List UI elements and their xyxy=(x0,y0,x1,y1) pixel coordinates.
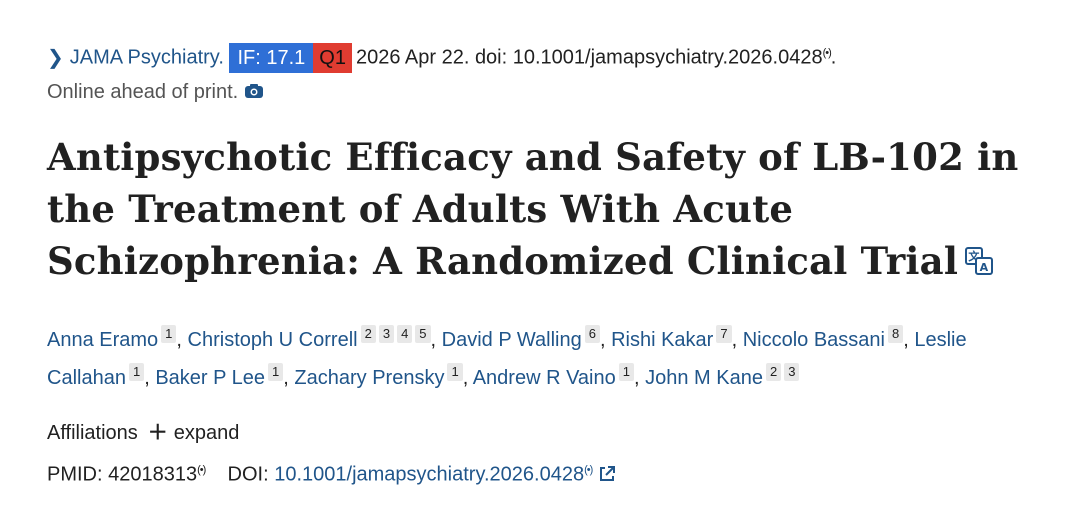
affiliation-number[interactable]: 8 xyxy=(888,324,904,343)
affiliation-number[interactable]: 3 xyxy=(378,324,395,343)
citation-line: ❯ JAMA Psychiatry. IF: 17.1 Q1 2026 Apr 22.… xyxy=(47,36,1033,109)
chevron-right-icon[interactable]: ❯ xyxy=(47,46,64,69)
expand-button[interactable]: expand xyxy=(173,421,240,444)
radio-icon: (•) xyxy=(197,463,206,476)
author-item: Niccolo Bassani 8 xyxy=(742,324,904,351)
svg-text:A: A xyxy=(980,261,989,274)
radio-icon: (•) xyxy=(584,463,593,476)
radio-icon: (•) xyxy=(822,47,832,59)
author-link[interactable]: David P Walling xyxy=(441,328,582,351)
affiliation-number[interactable]: 4 xyxy=(397,324,413,343)
author-item: Christoph U Correll 2 3 4 5 xyxy=(187,324,431,351)
affiliation-number[interactable]: 5 xyxy=(415,324,431,343)
impact-factor-badge: IF: 17.1 xyxy=(229,42,314,73)
affiliation-number[interactable]: 1 xyxy=(447,362,463,381)
affiliation-number[interactable]: 3 xyxy=(784,362,800,381)
journal-link[interactable]: JAMA Psychiatry. xyxy=(69,46,224,69)
author-item: John M Kane 2 3 xyxy=(645,362,800,389)
author-item: Leslie Callahan 1 xyxy=(47,329,967,389)
citation-date-doi: 2026 Apr 22. doi: 10.1001/jamapsychiatry… xyxy=(355,46,823,69)
author-item: Andrew R Vaino 1 xyxy=(472,362,634,389)
affiliation-number[interactable]: 2 xyxy=(765,362,782,381)
author-link[interactable]: Zachary Prensky xyxy=(294,366,445,389)
author-separator: , xyxy=(599,328,612,351)
author-link[interactable]: Baker P Lee xyxy=(155,366,266,389)
author-separator: , xyxy=(731,328,743,351)
affiliation-number[interactable]: 6 xyxy=(584,324,600,343)
author-list: Anna Eramo 1, Christoph U Correll 2 3 4 5, Da… xyxy=(47,321,1033,397)
author-link[interactable]: Anna Eramo xyxy=(47,328,159,351)
affiliation-number[interactable]: 1 xyxy=(128,362,145,381)
doi-label: DOI: xyxy=(227,463,269,486)
author-separator: , xyxy=(903,328,915,351)
author-item: David P Walling 6 xyxy=(441,324,600,351)
author-separator: , xyxy=(283,366,295,389)
article-title-text: Antipsychotic Efficacy and Safety of LB-… xyxy=(47,134,1019,283)
author-item: Rishi Kakar 7 xyxy=(611,324,732,351)
author-item: Anna Eramo 1 xyxy=(47,324,177,351)
author-item: Baker P Lee 1 xyxy=(155,362,284,389)
plus-icon[interactable]: ＋ xyxy=(147,421,168,444)
pmid-label: PMID: xyxy=(47,463,103,486)
svg-text:文: 文 xyxy=(968,249,980,263)
author-link[interactable]: Leslie Callahan xyxy=(47,328,967,389)
affiliations-label: Affiliations xyxy=(47,421,138,444)
author-link[interactable]: Rishi Kakar xyxy=(611,328,714,351)
citation-period: . xyxy=(830,46,837,69)
author-item: Zachary Prensky 1 xyxy=(294,362,463,389)
author-link[interactable]: Niccolo Bassani xyxy=(742,328,885,351)
affiliation-number[interactable]: 1 xyxy=(161,324,177,343)
camera-icon[interactable] xyxy=(244,83,264,99)
affiliation-number[interactable]: 7 xyxy=(716,324,732,343)
author-separator: , xyxy=(430,328,442,351)
author-separator: , xyxy=(633,366,646,389)
author-link[interactable]: John M Kane xyxy=(645,366,763,389)
affiliations-row: Affiliations ＋ expand xyxy=(47,419,1033,447)
author-separator: , xyxy=(462,366,473,389)
affiliation-number[interactable]: 2 xyxy=(360,324,376,343)
publication-status: Online ahead of print. xyxy=(47,80,239,103)
doi-link[interactable]: 10.1001/jamapsychiatry.2026.0428 xyxy=(274,463,585,486)
translate-icon[interactable]: 文 A xyxy=(964,246,994,276)
quartile-badge: Q1 xyxy=(313,42,352,73)
affiliation-number[interactable]: 1 xyxy=(268,362,284,381)
author-link[interactable]: Christoph U Correll xyxy=(187,328,358,351)
identifiers-row: PMID: 42018313(•) DOI: 10.1001/jamapsych… xyxy=(47,455,1033,490)
external-link-icon[interactable] xyxy=(598,465,616,483)
pmid-value: 42018313 xyxy=(108,463,198,486)
article-title: Antipsychotic Efficacy and Safety of LB-… xyxy=(47,131,1033,287)
author-separator: , xyxy=(176,328,188,351)
affiliation-number[interactable]: 1 xyxy=(618,362,634,381)
author-separator: , xyxy=(144,366,156,389)
author-link[interactable]: Andrew R Vaino xyxy=(472,366,616,389)
